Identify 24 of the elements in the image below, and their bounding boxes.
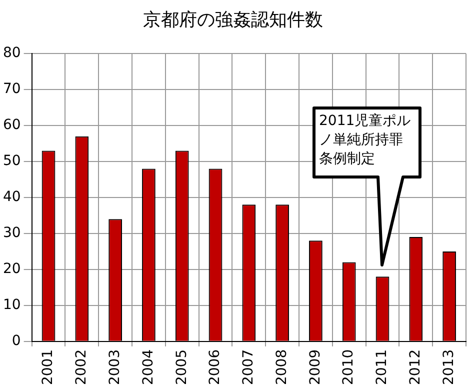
annotation: 2011児童ポルノ単純所持罪条例制定 — [319, 112, 412, 169]
y-tick-label: 50 — [2, 153, 21, 170]
y-tick-label: 30 — [2, 225, 21, 242]
y-tick-label: 0 — [12, 333, 21, 350]
x-tick-label: 2007 — [240, 349, 257, 386]
chart-title: 京都府の強姦認知件数 — [143, 9, 323, 30]
y-tick-label: 80 — [2, 45, 21, 62]
y-tick-label: 10 — [2, 297, 21, 314]
x-tick-label: 2008 — [274, 349, 290, 386]
x-tick-label: 2003 — [106, 349, 123, 386]
x-tick-label: 2009 — [307, 349, 324, 386]
x-tick-label: 2005 — [174, 349, 190, 386]
y-tick-label: 70 — [2, 81, 21, 98]
y-tick-label: 60 — [2, 117, 21, 134]
x-tick-label: 2004 — [140, 349, 156, 386]
x-tick-label: 2002 — [74, 349, 90, 386]
x-tick-label: 2011 — [374, 349, 390, 386]
x-tick-label: 2010 — [340, 349, 357, 386]
x-tick-label: 2012 — [408, 349, 424, 386]
x-tick-label: 2001 — [40, 349, 56, 386]
y-tick-label: 40 — [2, 189, 21, 206]
x-tick-label: 2013 — [440, 349, 457, 386]
y-tick-label: 20 — [2, 261, 21, 278]
x-tick-label: 2006 — [207, 349, 224, 386]
